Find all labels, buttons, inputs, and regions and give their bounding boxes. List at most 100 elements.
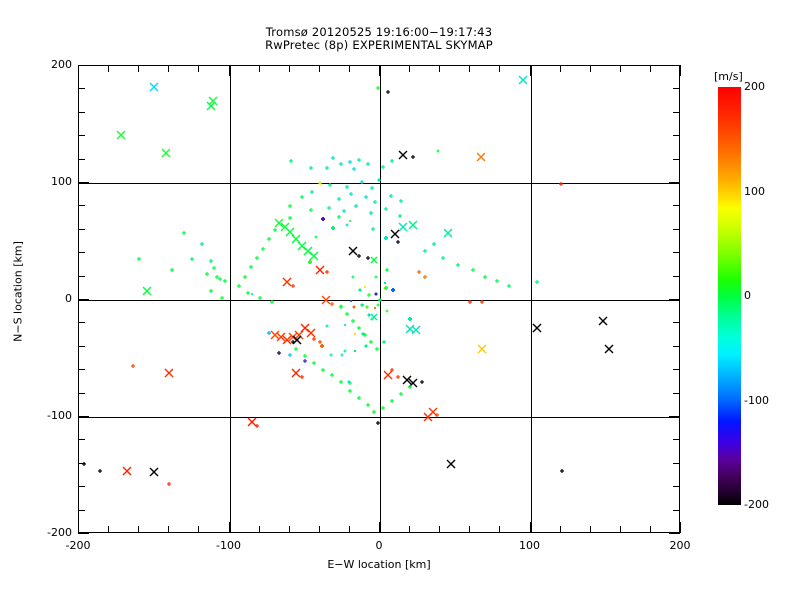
data-point-plus [320,344,325,349]
data-point-plus [384,282,387,285]
data-point-plus [385,268,389,272]
data-point-plus [308,259,313,264]
data-point-plus [365,305,369,309]
data-point-plus [360,303,364,307]
data-point-plus [374,292,378,296]
data-point-plus [385,268,389,272]
data-point-plus [353,350,356,353]
data-point-plus [360,303,364,307]
data-point-plus [367,313,371,317]
data-point-plus [367,313,371,317]
data-point-plus [331,225,336,230]
x-tick-mark [499,526,501,533]
data-point-plus [320,216,325,221]
data-point-plus [367,313,371,317]
data-point-plus [358,288,362,292]
data-point-plus [407,317,412,322]
data-point-plus [383,285,388,290]
data-point-plus [407,317,412,322]
data-point-plus [347,380,351,384]
x-tick-mark [318,65,320,72]
data-point-plus [320,216,325,221]
data-point-plus [407,317,412,322]
data-point-plus [382,340,386,344]
data-point-plus [320,344,325,349]
data-point-plus [352,166,357,171]
data-point-plus [374,292,378,296]
data-point-plus [320,344,325,349]
data-point-plus [373,307,376,310]
data-point-plus [364,344,368,348]
data-point-plus [384,282,387,285]
data-point-plus [331,225,336,230]
data-point-plus [382,340,386,344]
data-point-plus [320,216,325,221]
data-point-plus [360,303,364,307]
data-point-plus [358,288,362,292]
data-point-plus [360,303,364,307]
data-point-plus [385,268,389,272]
data-point-plus [361,332,365,336]
data-point-plus [320,344,325,349]
data-point-plus [360,303,364,307]
data-point-plus [367,313,371,317]
data-point-plus [381,164,386,169]
data-point-plus [358,288,362,292]
data-point-cross [122,466,132,476]
data-point-plus [383,236,388,241]
data-point-plus [358,288,362,292]
data-point-plus [391,288,396,293]
data-point-plus [353,350,356,353]
data-point-plus [347,380,351,384]
data-point-plus [391,288,396,293]
data-point-plus [358,288,362,292]
data-point-plus [347,380,351,384]
data-point-plus [320,344,325,349]
data-point-plus [407,317,412,322]
data-point-plus [353,350,356,353]
data-point-plus [374,292,378,296]
data-point-plus [383,236,388,241]
data-point-plus [98,468,103,473]
data-point-plus [385,268,389,272]
y-tick-label: 200 [28,58,72,71]
data-point-plus [367,313,371,317]
data-point-plus [384,282,387,285]
data-point-plus [353,204,358,209]
data-point-plus [391,288,396,293]
data-point-plus [367,313,371,317]
data-point-plus [382,340,386,344]
data-point-plus [364,344,368,348]
data-point-plus [320,344,325,349]
data-point-plus [385,268,389,272]
y-tick-mark [78,135,85,137]
data-point-plus [308,259,313,264]
data-point-plus [385,268,389,272]
data-point-plus [385,268,389,272]
data-point-plus [367,313,371,317]
data-point-plus [383,285,388,290]
data-point-plus [382,340,386,344]
data-point-plus [382,340,386,344]
data-point-plus [245,290,250,295]
data-point-plus [338,379,343,384]
x-tick-label: -200 [48,539,108,552]
data-point-plus [320,344,325,349]
data-point-plus [331,225,336,230]
data-point-plus [361,332,365,336]
data-point-plus [360,303,364,307]
data-point-plus [367,313,371,317]
data-point-plus [347,380,351,384]
data-point-plus [391,288,396,293]
data-point-plus [383,285,388,290]
data-point-plus [347,380,351,384]
data-point-plus [407,317,412,322]
data-point-plus [360,303,364,307]
data-point-plus [302,358,307,363]
data-point-cross [274,218,284,228]
data-point-plus [367,313,371,317]
data-point-plus [384,282,387,285]
data-point-plus [407,317,412,322]
data-point-plus [383,285,388,290]
